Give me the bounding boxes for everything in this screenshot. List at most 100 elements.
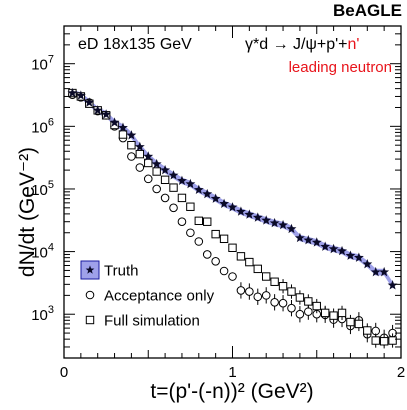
truth-point	[269, 217, 280, 228]
full-sim-point	[186, 202, 195, 211]
truth-point	[252, 212, 263, 222]
truth-point	[193, 184, 204, 194]
full-sim-point	[295, 293, 305, 302]
truth-uncertainty-band	[72, 89, 393, 289]
y-tick-base: 10	[31, 119, 48, 136]
full-sim-point	[379, 337, 389, 346]
truth-point	[151, 158, 162, 169]
full-sim-point	[194, 216, 204, 226]
full-sim-point	[262, 272, 271, 281]
truth-point	[387, 280, 398, 290]
full-sim-point	[160, 175, 170, 185]
acceptance-point	[211, 256, 220, 266]
reaction-annotation: γ*d → J/ψ+p'+n'	[245, 36, 359, 53]
full-sim-point	[169, 183, 178, 192]
x-tick-label: 1	[228, 364, 236, 381]
acceptance-point	[135, 163, 145, 172]
reaction-neutron: n'	[348, 36, 360, 53]
truth-point	[67, 87, 78, 98]
full-sim-point	[228, 243, 237, 252]
full-sim-point	[152, 167, 161, 176]
truth-point	[379, 266, 390, 277]
legend-label: Truth	[104, 263, 138, 280]
acceptance-point	[219, 266, 229, 276]
truth-point	[177, 175, 187, 186]
energy-annotation: eD 18x135 GeV	[78, 36, 192, 53]
full-sim-point	[118, 130, 128, 139]
legend-label: Full simulation	[104, 313, 200, 330]
acceptance-point	[202, 250, 212, 259]
legend-circle-icon	[85, 290, 95, 300]
acceptance-point	[177, 217, 187, 227]
acceptance-point	[295, 309, 305, 319]
full-sim-point	[329, 311, 338, 320]
truth-point	[337, 245, 347, 256]
full-sim-point	[144, 158, 153, 168]
full-sim-point	[312, 301, 321, 311]
y-tick-label: 103	[31, 304, 54, 324]
truth-point	[202, 188, 213, 199]
y-tick-exponent: 3	[48, 304, 54, 316]
full-sim-point	[371, 336, 380, 345]
full-sim-point	[354, 319, 364, 329]
acceptance-point	[228, 272, 237, 281]
y-tick-label: 107	[31, 54, 54, 74]
y-tick-base: 10	[31, 307, 48, 324]
full-sim-point	[363, 326, 372, 335]
truth-point	[345, 250, 356, 260]
y-tick-label: 104	[31, 242, 54, 262]
x-tick-label: 0	[60, 364, 68, 381]
series-layer	[67, 87, 398, 349]
full-sim-point	[346, 317, 355, 327]
y-axis-title: dN/dt (GeV⁻²)	[16, 147, 39, 277]
truth-point	[294, 232, 305, 243]
y-tick-base: 10	[31, 57, 48, 74]
full-sim-point	[337, 308, 347, 318]
acceptance-point	[261, 291, 271, 300]
acceptance-point	[287, 303, 296, 313]
full-sim-point	[245, 257, 254, 267]
truth-point	[261, 215, 272, 225]
truth-point	[227, 202, 238, 212]
truth-point	[92, 105, 103, 115]
y-tick-label: 105	[31, 179, 54, 199]
truth-point	[235, 206, 246, 216]
full-sim-point	[135, 149, 145, 159]
truth-point	[134, 141, 145, 152]
acceptance-point	[245, 287, 254, 296]
banner-title: BeAGLE	[333, 1, 402, 20]
acceptance-point	[143, 174, 153, 184]
truth-point	[311, 237, 322, 247]
full-sim-point	[236, 252, 246, 261]
y-tick-exponent: 5	[48, 179, 54, 191]
acceptance-point	[160, 193, 170, 203]
truth-band-layer	[72, 89, 393, 289]
truth-point	[168, 170, 179, 180]
truth-point	[210, 193, 221, 203]
truth-point	[244, 209, 255, 219]
full-sim-point	[270, 277, 279, 286]
full-sim-point	[253, 264, 262, 274]
truth-point	[303, 235, 314, 245]
acceptance-point	[127, 152, 136, 161]
full-sim-point	[278, 282, 288, 291]
truth-point	[75, 90, 86, 100]
acceptance-point	[186, 228, 195, 238]
legend-star-icon	[85, 265, 95, 274]
full-sim-point	[203, 217, 212, 226]
x-axis-title: t=(p'-(-n))² (GeV²)	[150, 380, 313, 403]
full-sim-point	[304, 297, 313, 306]
full-sim-point	[211, 229, 220, 239]
truth-point	[143, 151, 154, 161]
truth-point	[160, 164, 171, 175]
full-sim-point	[388, 336, 397, 345]
legend-square-icon	[85, 315, 95, 325]
truth-point	[101, 109, 112, 119]
acceptance-point	[253, 292, 263, 302]
truth-point	[118, 122, 128, 132]
full-sim-point	[320, 308, 330, 318]
legend: Truth Acceptance only Full simulation	[80, 260, 215, 330]
